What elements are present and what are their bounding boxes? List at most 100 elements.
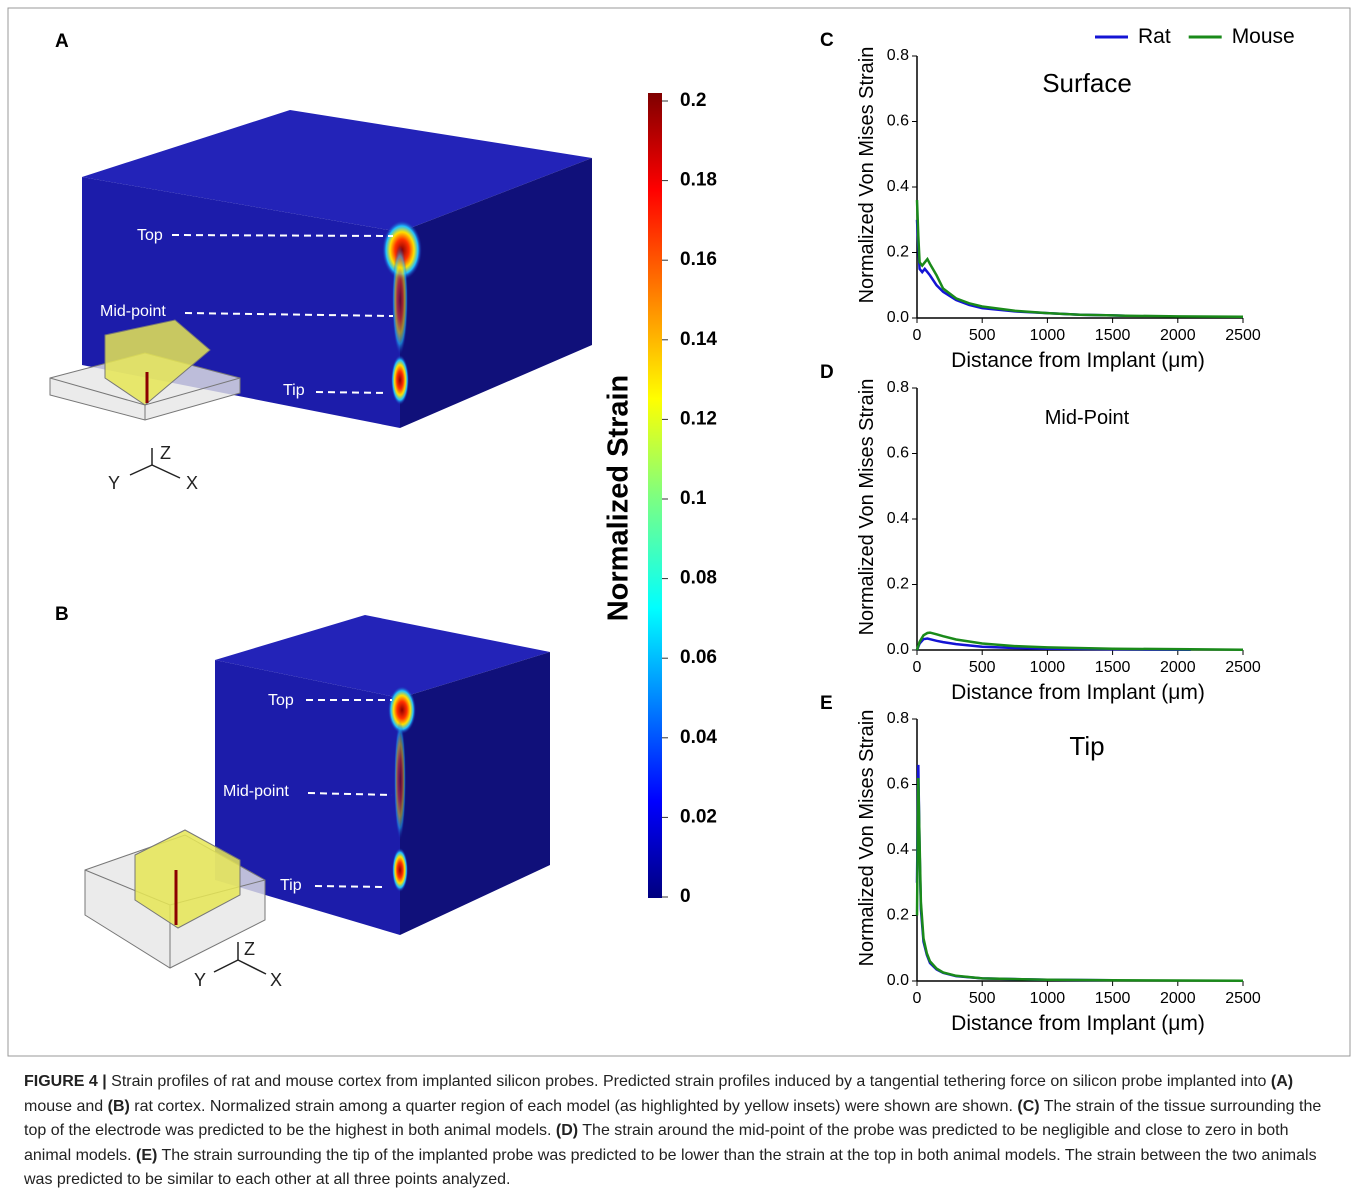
- leader: [171, 234, 394, 237]
- y-tick-label: 0.4: [887, 841, 909, 858]
- leader: [315, 391, 389, 394]
- chart-title: Surface: [1042, 68, 1132, 98]
- caption-run: rat cortex. Normalized strain among a qu…: [129, 1097, 1018, 1115]
- y-tick-label: 0.8: [887, 379, 909, 396]
- caption-run: The strain of the tissue surrounding the…: [24, 1097, 1322, 1140]
- x-tick-label: 500: [969, 327, 996, 344]
- annotation: Tip: [280, 877, 302, 894]
- colorbar-tick-label: 0.14: [680, 329, 717, 350]
- colorbar: [648, 93, 662, 898]
- y-tick-label: 0.2: [887, 907, 909, 924]
- annotation: Mid-point: [100, 303, 166, 320]
- caption-run: (E): [136, 1146, 158, 1164]
- y-tick-label: 0.2: [887, 576, 909, 593]
- x-tick-label: 2000: [1160, 990, 1196, 1007]
- data-line: [915, 637, 1191, 651]
- x-tick-label: 500: [969, 990, 996, 1007]
- colorbar-tick-label: 0.1: [680, 488, 707, 509]
- inset-b: [84, 829, 267, 975]
- axis-label: Z: [244, 939, 255, 959]
- caption-run: (D): [555, 1122, 579, 1139]
- annotation: Top: [268, 692, 294, 709]
- colorbar-ticks: 0 0.02 0.04 0.06 0.08 0.1 0.12 0.14 0.16 0.18 0.2: [662, 90, 717, 907]
- x-tick-label: 2000: [1160, 327, 1196, 344]
- x-tick-label: 2000: [1160, 659, 1196, 676]
- x-tick-label: 500: [969, 659, 996, 676]
- colorbar-tick-label: 0.16: [680, 249, 717, 270]
- x-axis-label: Distance from Implant (μm): [951, 681, 1205, 704]
- y-tick-label: 0.6: [887, 776, 909, 793]
- y-tick-label: 0.8: [887, 47, 909, 64]
- x-tick-label: 1500: [1095, 659, 1131, 676]
- leader: [307, 792, 393, 796]
- caption-run: FIGURE 4 |: [24, 1073, 107, 1090]
- chart-title: Mid-Point: [1045, 407, 1130, 429]
- axis-label: Y: [194, 970, 206, 990]
- y-tick-label: 0.6: [887, 445, 909, 462]
- x-tick-label: 0: [913, 990, 922, 1007]
- y-tick-label: 0.4: [887, 510, 909, 527]
- x-tick-label: 1500: [1095, 990, 1131, 1007]
- charts: 0.0 0.2 0.4 0.6 0.8 0 500 1000 1500 2000 2500 C Surf…: [820, 25, 1295, 1035]
- x-tick-label: 1000: [1030, 659, 1066, 676]
- inset-a: [49, 319, 241, 479]
- annotation: Mid-point: [223, 783, 289, 800]
- colorbar-title: Normalized Strain: [603, 375, 635, 622]
- axis-label: X: [270, 970, 282, 990]
- panel-label: B: [55, 604, 69, 625]
- legend-label: Mouse: [1232, 25, 1295, 48]
- chart-title: Tip: [1069, 731, 1104, 761]
- x-tick-label: 1000: [1030, 327, 1066, 344]
- y-tick-label: 0.0: [887, 972, 909, 989]
- panel-label: A: [55, 31, 69, 52]
- y-tick-label: 0.8: [887, 710, 909, 727]
- y-axis-label: Normalized Von Mises Strain: [856, 379, 878, 636]
- colorbar-tick-label: 0: [680, 886, 691, 907]
- x-tick-label: 1500: [1095, 327, 1131, 344]
- caption: FIGURE 4 | Strain profiles of rat and mo…: [24, 1070, 1334, 1193]
- data-line: [915, 777, 1244, 982]
- x-axis-label: Distance from Implant (μm): [951, 1012, 1205, 1035]
- axis-label: Z: [160, 443, 171, 463]
- y-tick-label: 0.4: [887, 178, 909, 195]
- x-tick-label: 0: [913, 659, 922, 676]
- panel-label: D: [820, 362, 834, 383]
- colorbar-tick-label: 0.02: [680, 806, 717, 827]
- y-tick-label: 0.0: [887, 641, 909, 658]
- data-line: [915, 219, 1126, 317]
- colorbar-tick-label: 0.18: [680, 170, 717, 191]
- x-tick-label: 2500: [1225, 990, 1261, 1007]
- data-line: [915, 631, 1244, 651]
- colorbar-tick-label: 0.2: [680, 90, 706, 111]
- model-b: [215, 615, 550, 935]
- panel-label: E: [820, 693, 833, 714]
- legend-label: Rat: [1138, 25, 1171, 48]
- annotation: Top: [137, 227, 163, 244]
- x-tick-label: 2500: [1225, 327, 1261, 344]
- caption-run: mouse and: [24, 1097, 108, 1115]
- y-tick-label: 0.2: [887, 244, 909, 261]
- colorbar-tick-label: 0.06: [680, 647, 717, 668]
- caption-run: (C): [1017, 1097, 1040, 1115]
- data-line: [915, 200, 1244, 318]
- colorbar-tick-label: 0.08: [680, 568, 717, 589]
- data-line: [915, 764, 1113, 982]
- caption-run: The strain surrounding the tip of the im…: [24, 1146, 1317, 1189]
- caption-run: (A): [1270, 1073, 1294, 1090]
- x-tick-label: 0: [913, 327, 922, 344]
- axis-label: Y: [108, 473, 120, 493]
- panel-label: C: [820, 30, 834, 51]
- y-axis-label: Normalized Von Mises Strain: [856, 47, 878, 304]
- colorbar-tick-label: 0.04: [680, 727, 717, 748]
- x-axis-label: Distance from Implant (μm): [951, 349, 1205, 372]
- caption-run: (B): [107, 1097, 130, 1115]
- x-tick-label: 1000: [1030, 990, 1066, 1007]
- x-tick-label: 2500: [1225, 659, 1261, 676]
- axis-label: X: [186, 473, 198, 493]
- caption-run: The strain around the mid-point of the p…: [24, 1122, 1289, 1164]
- y-tick-label: 0.0: [887, 309, 909, 326]
- colorbar-tick-label: 0.12: [680, 408, 717, 429]
- leader: [184, 312, 394, 317]
